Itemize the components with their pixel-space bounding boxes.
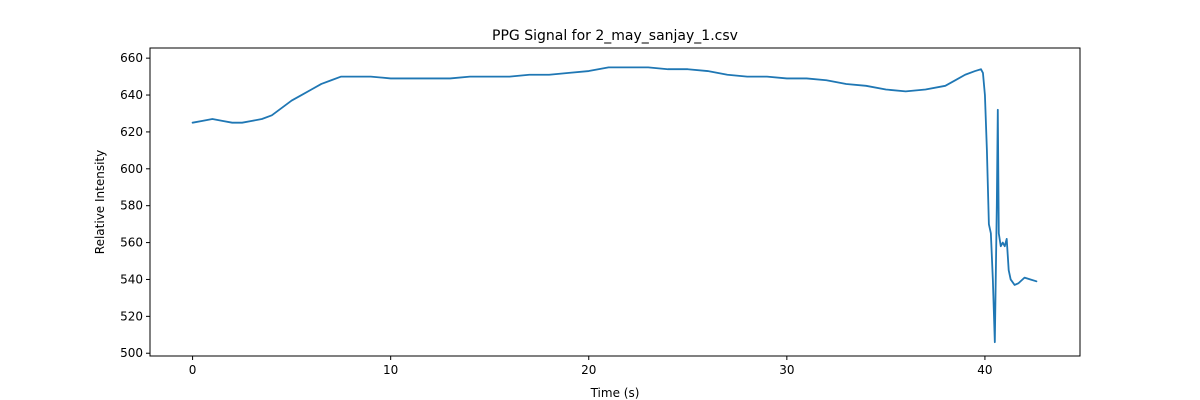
y-tick-label: 660 [120, 51, 143, 65]
series-line [191, 66, 1038, 344]
y-tick-label: 580 [120, 199, 143, 213]
x-tick-label: 10 [383, 363, 398, 377]
x-tick-label: 40 [977, 363, 992, 377]
y-tick-label: 540 [120, 272, 143, 286]
y-tick-label: 560 [120, 236, 143, 250]
y-tick-label: 640 [120, 88, 143, 102]
x-tick-label: 20 [581, 363, 596, 377]
y-tick-label: 520 [120, 309, 143, 323]
axes-frame [149, 47, 1081, 357]
y-axis-label: Relative Intensity [93, 150, 107, 254]
x-axis-label: Time (s) [590, 386, 640, 400]
plot-area: 0 10 20 30 40 500 520 540 560 580 600 620 640 660 [120, 47, 1081, 377]
x-tick-label: 30 [779, 363, 794, 377]
y-tick-label: 600 [120, 162, 143, 176]
axes-layer: 0 10 20 30 40 500 520 540 560 580 600 620 640 660 [120, 51, 992, 377]
y-tick-label: 500 [120, 346, 143, 360]
y-tick-label: 620 [120, 125, 143, 139]
series-layer [191, 66, 1038, 344]
chart-title: PPG Signal for 2_may_sanjay_1.csv [492, 28, 738, 44]
x-tick-label: 0 [189, 363, 197, 377]
